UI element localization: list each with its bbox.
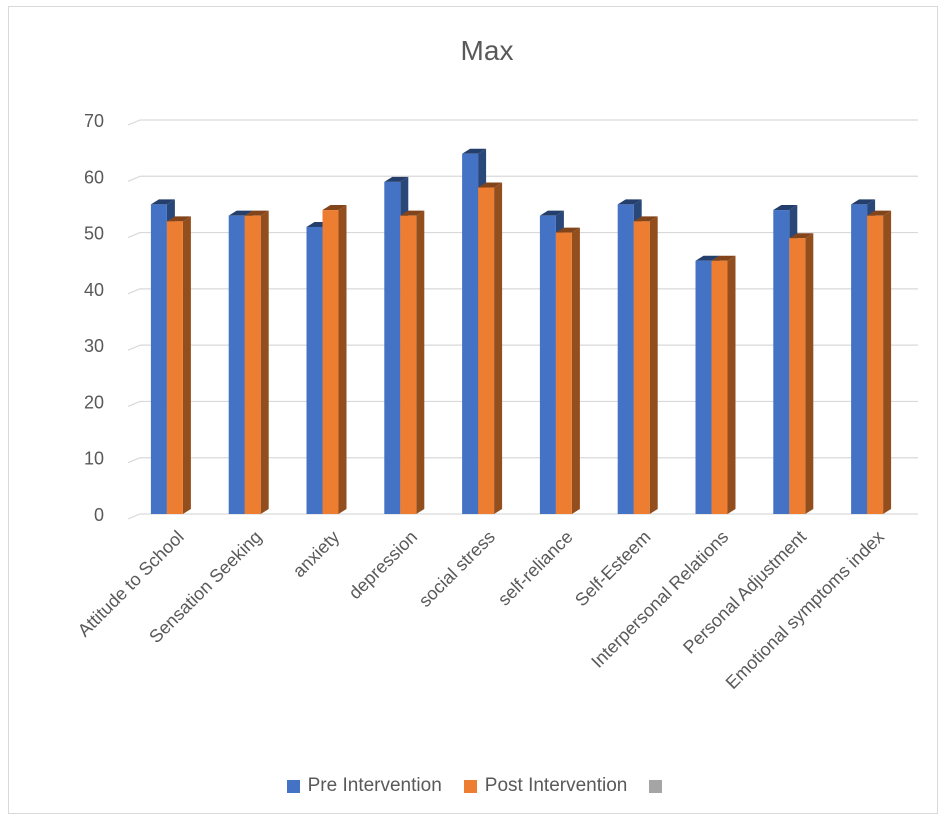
- bar-front: [617, 204, 634, 514]
- bar-top: [322, 205, 347, 211]
- bar-top: [695, 255, 720, 261]
- bar-side: [182, 216, 191, 515]
- bar-top: [478, 182, 503, 188]
- bar-post[interactable]: [166, 216, 191, 515]
- bar-top: [867, 210, 892, 216]
- bar-front: [851, 204, 868, 514]
- chart-title: Max: [461, 35, 514, 66]
- bar-front: [773, 210, 790, 515]
- bar-post[interactable]: [633, 216, 658, 515]
- bar-side: [260, 210, 269, 514]
- x-tick-label: depression: [345, 527, 421, 603]
- bar-front: [150, 204, 167, 514]
- legend-label-post: Post Intervention: [484, 775, 628, 796]
- bar-front: [555, 232, 572, 515]
- bar-front: [633, 221, 650, 515]
- x-tick-label: Interpersonal Relations: [587, 527, 732, 672]
- bar-front: [228, 215, 245, 514]
- y-tick-label: 20: [84, 392, 104, 412]
- bar-top: [711, 255, 736, 261]
- bar-top: [166, 216, 191, 222]
- bar-front: [322, 210, 339, 515]
- y-axis-ticks: 0 10 20 30 40 50 60 70: [84, 111, 104, 525]
- bar-top: [789, 233, 814, 239]
- y-tick-label: 40: [84, 280, 104, 300]
- gridline-depth: [127, 344, 141, 351]
- x-tick-label: Emotional symptoms index: [722, 527, 888, 693]
- bar-post[interactable]: [789, 233, 814, 514]
- gridline-depth: [127, 232, 141, 239]
- bar-post[interactable]: [244, 210, 269, 514]
- bar-side: [338, 205, 347, 515]
- bar-front: [711, 260, 728, 514]
- legend-item-pre[interactable]: Pre Intervention: [286, 775, 442, 797]
- bar-top: [555, 227, 580, 233]
- bar-top: [384, 176, 409, 182]
- bar-front: [306, 226, 323, 514]
- bar-front: [867, 215, 884, 514]
- bar-side: [571, 227, 580, 515]
- bar-side: [805, 233, 814, 514]
- bar-side: [883, 210, 892, 514]
- bar-top: [462, 148, 487, 154]
- y-tick-label: 50: [84, 224, 104, 244]
- x-tick-label: self-reliance: [494, 527, 577, 610]
- legend-swatch-pre: [286, 779, 300, 793]
- y-tick-label: 70: [84, 111, 104, 131]
- gridline-depth: [127, 400, 141, 407]
- bar-side: [494, 182, 503, 515]
- bar-front: [539, 215, 556, 514]
- bar-top: [851, 199, 876, 205]
- x-tick-label: Self-Esteem: [571, 527, 654, 610]
- gridline-depth: [127, 457, 141, 464]
- bar-front: [462, 153, 479, 514]
- legend: Pre Intervention Post Intervention: [0, 772, 949, 800]
- gridline-depth: [127, 288, 141, 295]
- x-tick-label: anxiety: [289, 527, 343, 581]
- bar-front: [400, 215, 417, 514]
- y-tick-label: 30: [84, 336, 104, 356]
- bars: [150, 148, 892, 515]
- x-tick-label: social stress: [415, 527, 499, 611]
- bar-side: [416, 210, 425, 514]
- bar-side: [727, 255, 736, 514]
- bar-post[interactable]: [322, 205, 347, 515]
- legend-label-pre: Pre Intervention: [307, 775, 442, 796]
- bar-top: [539, 210, 564, 216]
- bar-side: [649, 216, 658, 515]
- bar-post[interactable]: [711, 255, 736, 514]
- bar-top: [617, 199, 642, 205]
- legend-item-post[interactable]: Post Intervention: [463, 775, 628, 797]
- bar-front: [789, 238, 806, 514]
- bar-post[interactable]: [867, 210, 892, 514]
- bar-front: [478, 187, 495, 515]
- y-tick-label: 60: [84, 167, 104, 187]
- bar-post[interactable]: [400, 210, 425, 514]
- bar-top: [773, 205, 798, 211]
- bar-front: [695, 260, 712, 514]
- gridline-depth: [127, 119, 141, 126]
- bar-top: [150, 199, 175, 205]
- gridline-depth: [127, 175, 141, 182]
- bar-post[interactable]: [555, 227, 580, 515]
- gridline-depth: [127, 513, 141, 520]
- legend-swatch-post: [463, 779, 477, 793]
- bar-front: [166, 221, 183, 515]
- legend-swatch-third: [649, 779, 663, 793]
- bar-front: [384, 181, 401, 514]
- y-tick-label: 10: [84, 449, 104, 469]
- bar-top: [244, 210, 269, 216]
- legend-item-third[interactable]: [649, 779, 663, 793]
- bar-top: [400, 210, 425, 216]
- y-tick-label: 0: [94, 505, 104, 525]
- bar-front: [244, 215, 261, 514]
- bar-post[interactable]: [478, 182, 503, 515]
- bar-top: [633, 216, 658, 222]
